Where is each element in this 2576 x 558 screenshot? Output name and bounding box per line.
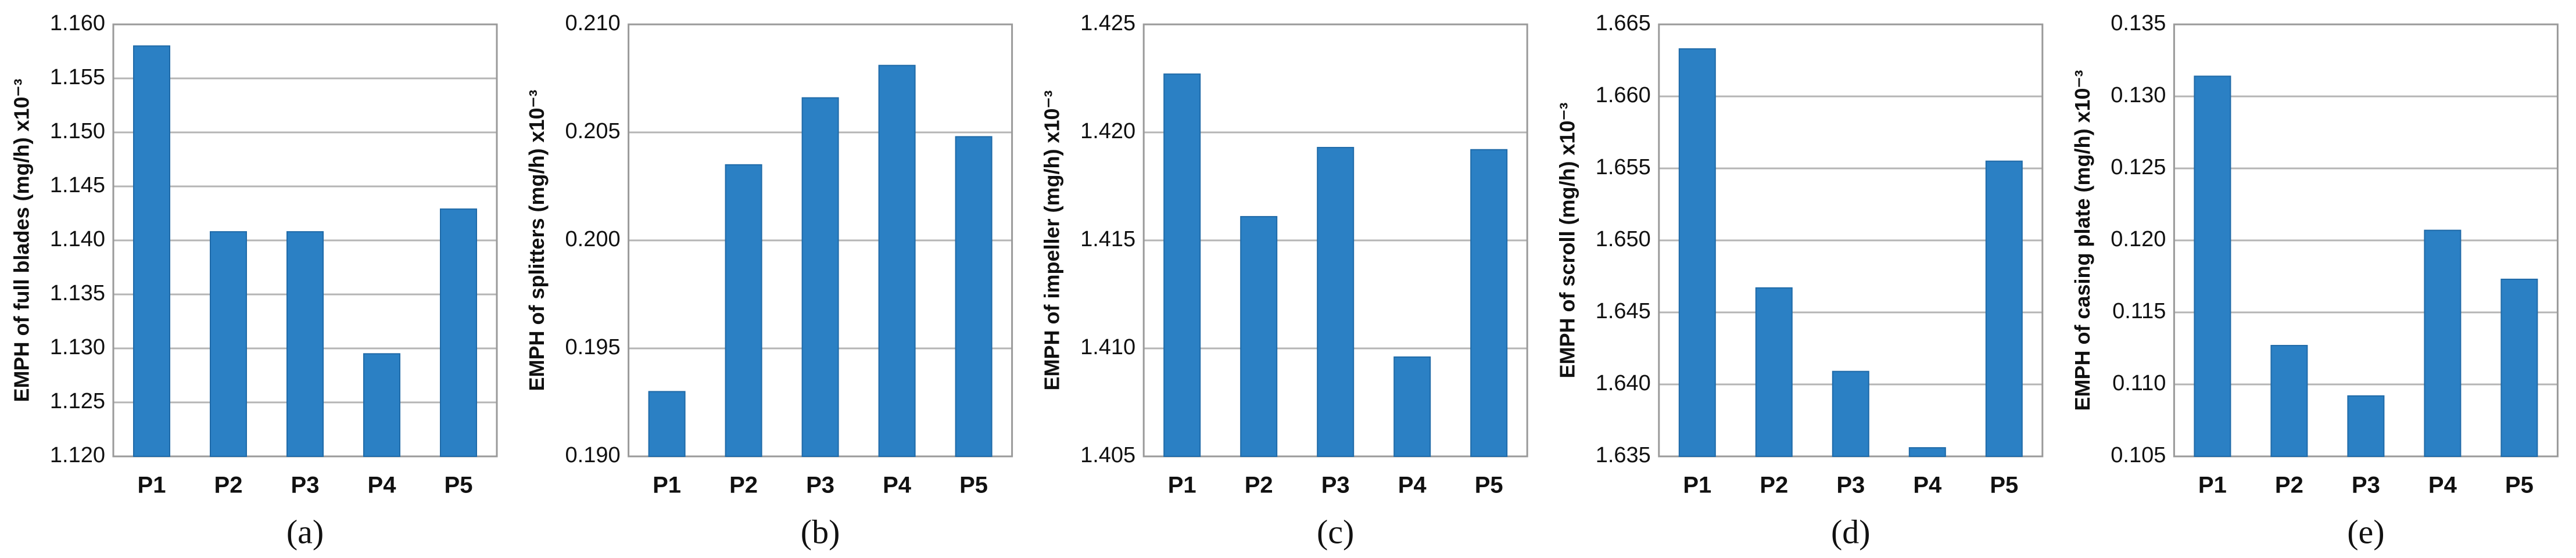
y-tick-label: 1.405	[1080, 443, 1135, 467]
bar	[440, 208, 477, 457]
x-tick-label: P4	[1913, 473, 1942, 498]
y-tick-label: 0.190	[565, 443, 621, 467]
panel-caption: (e)	[2347, 513, 2384, 550]
y-tick-label: 1.155	[50, 65, 105, 89]
bar	[1985, 160, 2023, 457]
y-tick-label: 0.200	[565, 227, 621, 251]
x-tick-label: P4	[368, 473, 397, 498]
bar	[801, 97, 839, 458]
y-tick-label: 0.120	[2111, 227, 2166, 251]
x-tick-label: P4	[883, 473, 912, 498]
bar	[725, 164, 762, 457]
y-tick-label: 0.195	[565, 335, 621, 359]
y-axis-label: EMPH of full blades (mg/h) x10⁻³	[10, 78, 34, 402]
y-tick-label: 0.135	[2111, 11, 2166, 35]
bar	[1908, 447, 1946, 457]
bar	[1470, 149, 1508, 457]
x-tick-label: P1	[138, 473, 166, 498]
y-tick-label: 0.205	[565, 119, 621, 143]
y-tick-label: 1.160	[50, 11, 105, 35]
panel-caption: (d)	[1831, 513, 1871, 550]
y-tick-label: 1.120	[50, 443, 105, 467]
x-tick-label: P5	[1990, 473, 2018, 498]
bar	[955, 136, 993, 457]
bar	[2424, 229, 2462, 457]
x-tick-label: P2	[2275, 473, 2303, 498]
y-tick-label: 1.410	[1080, 335, 1135, 359]
bar	[363, 353, 400, 457]
x-tick-label: P5	[445, 473, 473, 498]
x-tick-label: P1	[2198, 473, 2227, 498]
x-tick-label: P3	[1321, 473, 1350, 498]
bar	[1163, 73, 1201, 457]
bar	[286, 231, 324, 457]
x-tick-label: P1	[653, 473, 681, 498]
x-tick-label: P1	[1168, 473, 1196, 498]
y-tick-label: 1.135	[50, 281, 105, 305]
y-axis-label: EMPH of impeller (mg/h) x10⁻³	[1040, 90, 1064, 390]
panel-caption: (a)	[286, 513, 324, 550]
bar	[1678, 48, 1716, 458]
y-tick-label: 1.415	[1080, 227, 1135, 251]
bar	[1755, 287, 1793, 457]
bar	[878, 64, 916, 458]
x-tick-label: P5	[1475, 473, 1503, 498]
x-tick-label: P3	[806, 473, 834, 498]
y-axis-label: EMPH of splitters (mg/h) x10⁻³	[525, 89, 549, 391]
y-tick-label: 1.655	[1596, 155, 1651, 179]
x-tick-label: P3	[291, 473, 320, 498]
bar	[2194, 75, 2231, 457]
panel-caption: (c)	[1317, 513, 1354, 550]
x-tick-label: P3	[1836, 473, 1865, 498]
y-tick-label: 1.635	[1596, 443, 1651, 467]
x-tick-label: P5	[2505, 473, 2534, 498]
bar	[1832, 370, 1869, 457]
x-tick-label: P2	[729, 473, 758, 498]
x-tick-label: P3	[2352, 473, 2380, 498]
x-tick-label: P5	[959, 473, 988, 498]
y-tick-label: 1.145	[50, 173, 105, 197]
bar	[2270, 345, 2308, 457]
y-axis-label: EMPH of scroll (mg/h) x10⁻³	[1555, 102, 1579, 378]
y-tick-label: 0.125	[2111, 155, 2166, 179]
bar	[210, 231, 247, 457]
y-tick-label: 1.130	[50, 335, 105, 359]
bar	[2347, 395, 2385, 458]
y-tick-label: 1.140	[50, 227, 105, 251]
x-tick-label: P2	[1245, 473, 1273, 498]
y-tick-label: 1.420	[1080, 119, 1135, 143]
y-tick-label: 1.660	[1596, 83, 1651, 107]
panel-caption: (b)	[801, 513, 840, 550]
y-tick-label: 1.650	[1596, 227, 1651, 251]
x-tick-label: P4	[2428, 473, 2457, 498]
bar	[133, 45, 170, 457]
bar	[648, 391, 686, 458]
y-tick-label: 1.640	[1596, 371, 1651, 395]
y-tick-label: 0.110	[2112, 371, 2166, 395]
bar	[1240, 216, 1278, 457]
x-tick-label: P2	[1760, 473, 1788, 498]
y-tick-label: 0.105	[2111, 443, 2166, 467]
bar	[1393, 356, 1431, 457]
x-tick-label: P2	[214, 473, 243, 498]
y-tick-label: 0.115	[2112, 299, 2166, 323]
y-tick-label: 1.645	[1596, 299, 1651, 323]
x-tick-label: P1	[1683, 473, 1711, 498]
y-tick-label: 1.150	[50, 119, 105, 143]
y-tick-label: 1.125	[50, 389, 105, 413]
y-tick-label: 1.665	[1596, 11, 1651, 35]
bar	[1317, 147, 1355, 458]
y-tick-label: 0.210	[565, 11, 621, 35]
y-tick-label: 0.130	[2111, 83, 2166, 107]
y-tick-label: 1.425	[1080, 11, 1135, 35]
y-axis-label: EMPH of casing plate (mg/h) x10⁻³	[2070, 70, 2094, 411]
bar	[2500, 278, 2538, 457]
x-tick-label: P4	[1398, 473, 1427, 498]
